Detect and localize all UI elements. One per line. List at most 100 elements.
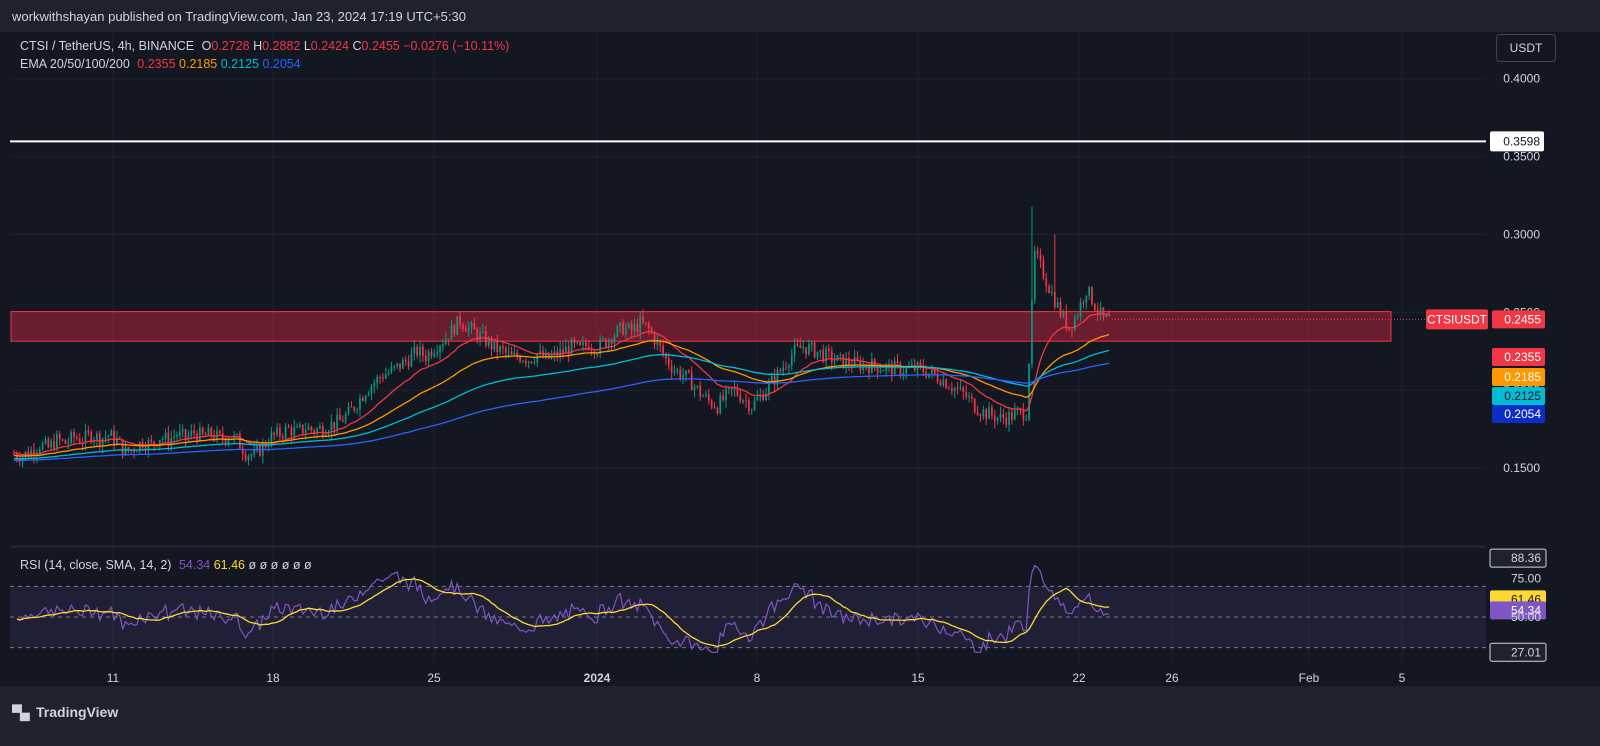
candle-body	[1102, 307, 1105, 318]
ema50-line	[13, 333, 1110, 457]
candle-body	[685, 370, 687, 376]
candle-body	[991, 407, 993, 416]
candle-body	[565, 346, 567, 353]
candle-body	[490, 338, 493, 350]
candle-body	[570, 339, 573, 355]
candle-body	[750, 409, 753, 411]
candle-body	[582, 342, 584, 346]
candle-body	[768, 381, 770, 393]
candle-body	[642, 316, 644, 323]
candle-body	[219, 430, 221, 434]
candle-body	[707, 394, 710, 401]
candle-body	[473, 323, 476, 330]
price-tag-label: 0.2054	[1504, 407, 1541, 421]
candle-body	[576, 342, 579, 344]
candle-body	[1093, 304, 1096, 311]
candle-body	[856, 357, 859, 361]
candle-body	[982, 409, 985, 417]
candle-body	[247, 455, 250, 460]
resistance-price-label: 0.3598	[1503, 134, 1540, 148]
candle-body	[33, 450, 35, 456]
candle-body	[647, 323, 650, 329]
candle-body	[942, 379, 945, 386]
candle-body	[127, 447, 130, 452]
candle-body	[53, 441, 55, 450]
candle-body	[530, 361, 533, 363]
candle-body	[519, 356, 521, 362]
candle-body	[868, 367, 870, 373]
candle-body	[730, 387, 733, 390]
candle-body	[739, 395, 742, 402]
price-tick-label: 0.3000	[1503, 227, 1540, 241]
candle-body	[98, 433, 101, 447]
candle-body	[636, 324, 639, 333]
candle-body	[193, 430, 195, 434]
close-value: 0.2455	[361, 39, 400, 53]
candle-body	[58, 434, 61, 440]
candle-body	[427, 351, 430, 362]
candle-body	[510, 351, 513, 355]
candle-body	[90, 432, 93, 442]
candle-body	[1036, 250, 1039, 255]
price-tag-label: 0.2355	[1504, 350, 1541, 364]
candle-body	[44, 439, 47, 444]
rsi-tag-label: 75.00	[1511, 572, 1541, 586]
candle-body	[539, 350, 541, 355]
candle-body	[399, 363, 401, 369]
candle-body	[951, 388, 953, 391]
candle-body	[433, 353, 436, 357]
rsi-tag-label: 54.34	[1511, 603, 1541, 617]
candle-body	[1105, 314, 1108, 318]
open-value: 0.2728	[211, 39, 250, 53]
candle-body	[765, 392, 767, 401]
candle-body	[316, 428, 318, 434]
candle-body	[842, 354, 845, 368]
candle-body	[673, 371, 676, 373]
candle-body	[259, 445, 261, 456]
candle-body	[516, 352, 519, 357]
candle-body	[402, 359, 404, 369]
candle-body	[370, 386, 373, 394]
candle-body	[38, 449, 41, 453]
candle-body	[559, 348, 561, 357]
candle-body	[76, 437, 78, 439]
candle-body	[1108, 314, 1110, 316]
candle-body	[96, 433, 98, 440]
candle-body	[84, 430, 87, 444]
candle-body	[782, 367, 785, 372]
rsi-tag	[1489, 548, 1547, 568]
candle-body	[47, 439, 50, 448]
candle-body	[650, 328, 653, 334]
candle-body	[299, 424, 301, 427]
candle-body	[1011, 412, 1013, 420]
candle-body	[330, 421, 333, 432]
candle-body	[819, 349, 822, 352]
candle-body	[945, 379, 948, 389]
time-tick-label: 25	[427, 671, 441, 685]
candle-body	[396, 363, 399, 366]
candle-body	[356, 409, 358, 411]
candle-body	[439, 346, 441, 353]
candle-body	[696, 385, 699, 387]
candle-body	[936, 374, 939, 382]
candle-body	[241, 448, 244, 455]
candle-body	[813, 342, 816, 358]
candle-body	[1079, 302, 1082, 317]
candle-body	[899, 362, 902, 375]
candle-body	[296, 426, 298, 428]
currency-unit-button[interactable]: USDT	[1496, 34, 1556, 62]
candle-body	[985, 409, 988, 419]
candle-body	[158, 440, 161, 447]
candle-body	[436, 352, 439, 354]
candle-body	[748, 400, 750, 411]
candle-body	[605, 338, 607, 347]
candle-body	[1039, 254, 1042, 261]
candle-body	[504, 348, 507, 353]
candle-body	[988, 407, 990, 419]
candle-body	[848, 357, 850, 366]
candle-body	[73, 431, 75, 438]
rsi-tag	[1489, 642, 1547, 662]
candle-body	[713, 406, 716, 409]
candle-body	[404, 359, 407, 362]
